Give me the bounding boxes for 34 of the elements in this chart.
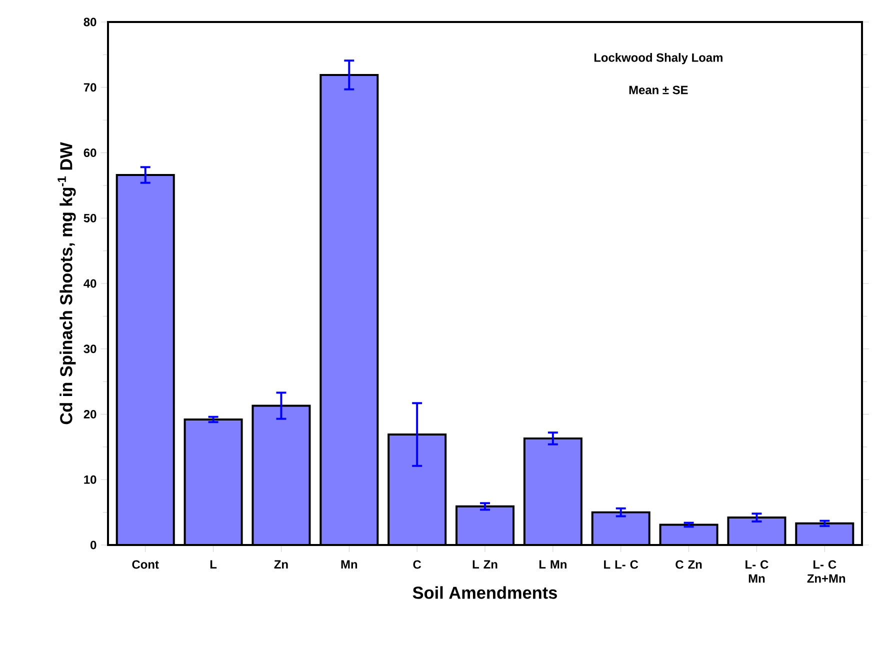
x-tick-label: C Zn — [676, 560, 702, 569]
bar — [524, 438, 582, 545]
bar — [320, 74, 378, 545]
y-tick-label: 60 — [84, 148, 96, 157]
x-axis-title: Soil Amendments — [412, 586, 557, 599]
bar — [252, 406, 310, 545]
annotation: Lockwood Shaly Loam — [594, 53, 722, 64]
bar — [116, 174, 174, 545]
x-tick-label: L- C Zn+Mn — [807, 560, 846, 583]
x-tick-label: Zn — [274, 560, 288, 568]
x-tick-label: L — [210, 560, 217, 568]
bar — [728, 518, 786, 545]
y-tick-label: 20 — [84, 410, 96, 418]
y-tick-label: 80 — [84, 18, 96, 26]
y-tick-label: 70 — [84, 83, 96, 92]
x-tick-label: L Zn — [472, 560, 498, 568]
y-tick-label: 50 — [84, 214, 96, 222]
y-tick-label: 40 — [84, 279, 96, 288]
x-tick-label: L L- C — [604, 560, 638, 569]
bar — [660, 524, 718, 545]
y-tick-label: 30 — [84, 344, 96, 354]
bar — [456, 506, 514, 545]
bar — [592, 512, 650, 545]
x-tick-label: L- C Mn — [746, 560, 768, 583]
y-tick-label: 0 — [90, 540, 96, 550]
bar — [184, 419, 242, 545]
y-tick-label: 10 — [84, 475, 96, 484]
annotation: Mean ± SE — [629, 86, 688, 94]
x-tick-label: Cont — [132, 560, 159, 569]
x-tick-label: C — [413, 560, 422, 569]
x-tick-label: Mn — [341, 560, 358, 568]
x-tick-label: L Mn — [539, 560, 566, 568]
y-axis-title: Cd in Spinach Shoots, mg kg$^{-1}$ DW — [58, 142, 76, 424]
bar — [388, 434, 446, 545]
